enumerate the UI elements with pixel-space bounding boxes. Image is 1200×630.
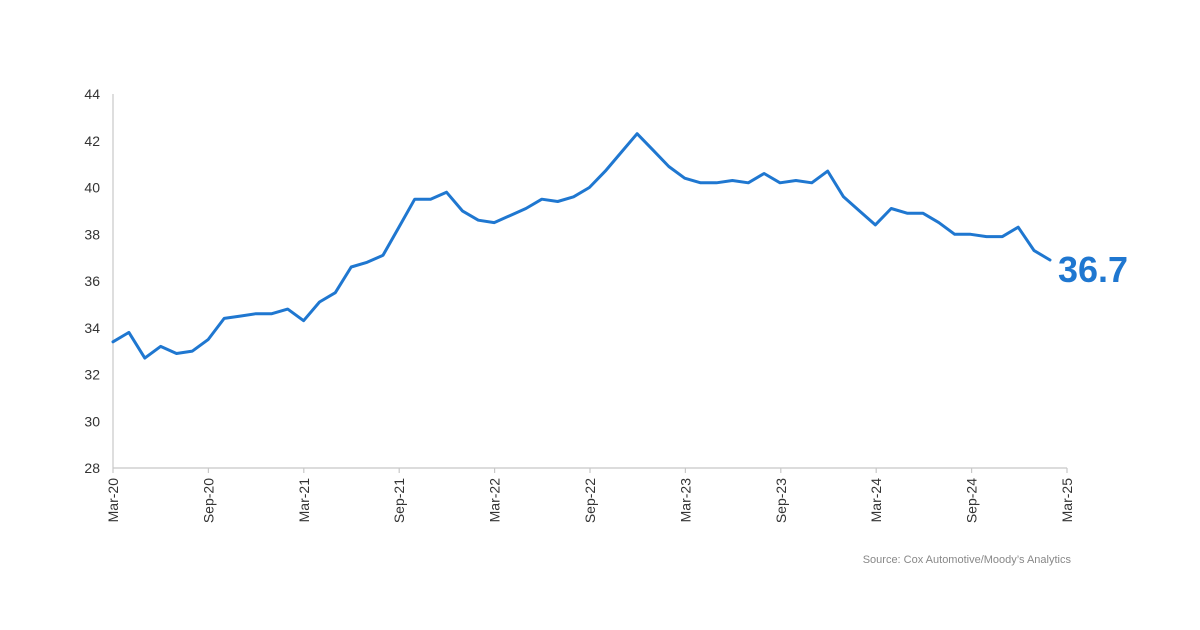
source-note: Source: Cox Automotive/Moody’s Analytics	[863, 554, 1072, 566]
x-tick-label: Sep-20	[200, 478, 216, 523]
x-tick-label: Sep-23	[773, 478, 789, 523]
series-group	[111, 132, 1052, 360]
x-tick-label: Sep-21	[391, 478, 407, 523]
y-tick-label: 30	[84, 413, 100, 429]
x-tick-label: Mar-24	[868, 478, 884, 523]
x-tick-label: Sep-24	[964, 478, 980, 523]
end-value-label: 36.7	[1058, 249, 1128, 290]
series-line	[111, 132, 1052, 360]
x-tick-label: Mar-22	[487, 478, 503, 523]
x-axis: Mar-20 Sep-20 Mar-21 Sep-21 Mar-22 Sep-22 Mar-…	[105, 467, 1075, 523]
y-tick-label: 38	[84, 226, 100, 242]
x-tick-label: Mar-20	[105, 478, 121, 523]
y-tick-label: 28	[84, 460, 100, 476]
x-tick-label: Sep-22	[582, 478, 598, 523]
x-tick-label: Mar-21	[296, 478, 312, 523]
y-tick-label: 40	[84, 180, 100, 196]
y-tick-label: 42	[84, 133, 100, 149]
x-tick-label: Mar-25	[1059, 478, 1075, 523]
y-axis: 28 30 32 34 36 38 40 42 44	[84, 86, 114, 476]
y-tick-label: 32	[84, 367, 100, 383]
y-tick-label: 34	[84, 320, 100, 336]
x-tick-label: Mar-23	[677, 478, 693, 523]
y-tick-label: 36	[84, 273, 100, 289]
y-tick-label: 44	[84, 86, 100, 102]
